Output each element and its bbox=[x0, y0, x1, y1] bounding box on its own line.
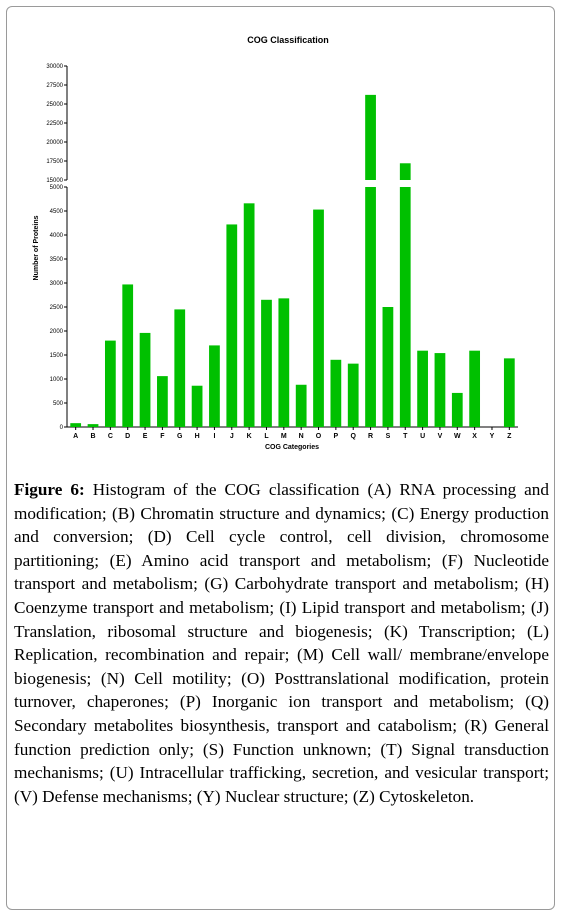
bar-R bbox=[365, 187, 376, 427]
x-tick-label: C bbox=[108, 433, 113, 440]
bar-X bbox=[469, 350, 481, 427]
bar-M bbox=[278, 298, 290, 427]
bar-D bbox=[122, 284, 134, 427]
tick-labels: 0 500 1000 1500 2000 2500 3000 3500 4000 4500 5000… bbox=[46, 64, 512, 440]
bar-L bbox=[261, 299, 272, 427]
bar-A bbox=[70, 423, 82, 427]
bar-I bbox=[209, 345, 220, 427]
x-tick-label: K bbox=[247, 433, 252, 440]
x-tick-label: F bbox=[160, 433, 165, 440]
y-tick-label: 0 bbox=[60, 425, 64, 431]
bars bbox=[70, 94, 515, 427]
y-tick-label: 4000 bbox=[50, 233, 64, 239]
x-tick-label: V bbox=[438, 433, 443, 440]
y-tick-label: 22500 bbox=[46, 121, 63, 127]
chart-title: COG Classification bbox=[247, 35, 329, 45]
x-tick-label: G bbox=[177, 433, 183, 440]
bar-K bbox=[243, 203, 255, 427]
bar-V bbox=[434, 353, 446, 427]
bar-Z bbox=[503, 358, 515, 427]
x-tick-label: S bbox=[386, 433, 391, 440]
x-tick-label: M bbox=[281, 433, 287, 440]
bar-R-upper bbox=[365, 94, 376, 180]
bar-O bbox=[313, 209, 324, 427]
cog-bar-chart: COG Classification Number of Proteins CO… bbox=[33, 35, 518, 451]
y-tick-label: 4500 bbox=[50, 209, 64, 215]
bar-T bbox=[399, 187, 411, 427]
bar-F bbox=[157, 376, 168, 427]
x-tick-label: R bbox=[368, 433, 373, 440]
y-tick-label: 27500 bbox=[46, 83, 63, 89]
bar-C bbox=[104, 340, 116, 427]
y-tick-label: 2500 bbox=[50, 305, 64, 311]
y-tick-label: 17500 bbox=[46, 159, 63, 165]
bar-B bbox=[87, 424, 99, 427]
figure-frame bbox=[6, 6, 555, 910]
y-tick-label: 25000 bbox=[46, 102, 63, 108]
x-tick-label: N bbox=[299, 433, 304, 440]
bar-J bbox=[226, 224, 238, 427]
x-tick-label: B bbox=[90, 433, 95, 440]
y-tick-label: 1500 bbox=[50, 353, 64, 359]
bar-W bbox=[451, 392, 463, 427]
x-tick-label: W bbox=[454, 433, 461, 440]
bar-G bbox=[174, 309, 186, 427]
x-tick-label: Q bbox=[350, 433, 356, 440]
x-tick-label: H bbox=[195, 433, 200, 440]
bar-P bbox=[330, 359, 342, 427]
x-tick-label: O bbox=[316, 433, 322, 440]
x-tick-label: X bbox=[472, 433, 477, 440]
y-tick-label: 3000 bbox=[50, 281, 64, 287]
bar-N bbox=[295, 384, 307, 427]
y-tick-label: 20000 bbox=[46, 140, 63, 146]
figure-caption: Figure 6: Histogram of the COG classific… bbox=[14, 478, 549, 808]
x-tick-label: T bbox=[403, 433, 408, 440]
bar-Q bbox=[347, 363, 359, 427]
x-axis-title: COG Categories bbox=[265, 444, 319, 451]
bar-T-upper bbox=[399, 163, 411, 180]
x-tick-label: L bbox=[264, 433, 269, 440]
figure-label: Figure 6: bbox=[14, 480, 85, 499]
x-tick-label: J bbox=[230, 433, 234, 440]
x-tick-label: D bbox=[125, 433, 130, 440]
bar-S bbox=[382, 307, 394, 427]
bar-U bbox=[417, 350, 428, 427]
y-tick-label: 1000 bbox=[50, 377, 64, 383]
bar-E bbox=[139, 332, 151, 427]
caption-text: Histogram of the COG classification (A) … bbox=[14, 480, 549, 806]
x-tick-label: E bbox=[143, 433, 148, 440]
y-axis-title: Number of Proteins bbox=[33, 215, 40, 280]
x-tick-label: U bbox=[420, 433, 425, 440]
y-tick-label: 2000 bbox=[50, 329, 64, 335]
x-tick-label: Z bbox=[507, 433, 512, 440]
x-tick-label: I bbox=[213, 433, 215, 440]
x-tick-label: Y bbox=[490, 433, 495, 440]
bar-H bbox=[191, 385, 203, 427]
y-tick-label: 30000 bbox=[46, 64, 63, 70]
y-tick-label: 500 bbox=[53, 401, 64, 407]
y-tick-label: 3500 bbox=[50, 257, 64, 263]
x-tick-label: A bbox=[73, 433, 78, 440]
y-tick-label: 5000 bbox=[50, 185, 64, 191]
y-tick-label: 15000 bbox=[46, 178, 63, 184]
x-tick-label: P bbox=[334, 433, 339, 440]
